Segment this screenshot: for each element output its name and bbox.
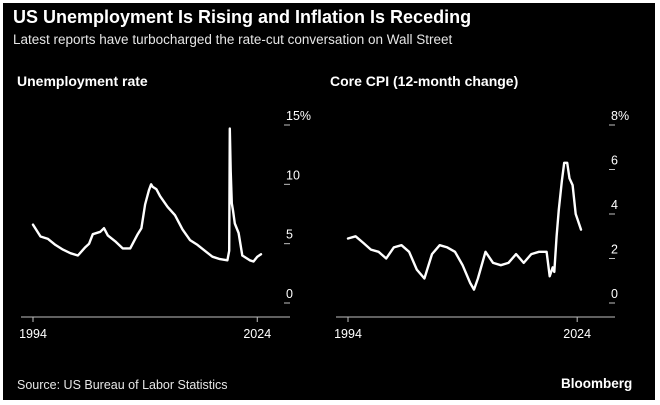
core-cpi-x-tick-label: 1994 [334,327,362,341]
chart-frame: US Unemployment Is Rising and Inflation … [3,3,655,400]
core-cpi-x-tick-label: 2024 [563,327,591,341]
core-cpi-y-tick-label: 2 [611,243,618,257]
charts-svg: 1994 2024 15% 10 5 0 1994 2024 8% 6 4 2 0 [19,109,629,341]
core-cpi-panel-title: Core CPI (12-month change) [330,73,519,89]
chart-title: US Unemployment Is Rising and Inflation … [13,7,472,27]
unemployment-x-tick-label: 1994 [19,327,47,341]
unemployment-x-tick-label: 2024 [243,327,271,341]
unemployment-y-tick-label: 15% [286,109,311,123]
unemployment-y-tick-label: 5 [286,228,293,242]
core-cpi-y-tick-label: 0 [611,287,618,301]
bloomberg-logo: Bloomberg [561,376,633,391]
unemployment-panel-title: Unemployment rate [17,73,148,89]
unemployment-y-tick-label: 0 [286,287,293,301]
unemployment-series-line [31,127,263,263]
core-cpi-y-tick-label: 4 [611,198,618,212]
core-cpi-series-line [346,161,583,291]
source-note: Source: US Bureau of Labor Statistics [17,378,228,392]
unemployment-y-tick-label: 10 [286,168,300,182]
core-cpi-y-tick-label: 6 [611,154,618,168]
core-cpi-y-tick-label: 8% [611,109,629,123]
chart-subtitle: Latest reports have turbocharged the rat… [13,32,453,47]
